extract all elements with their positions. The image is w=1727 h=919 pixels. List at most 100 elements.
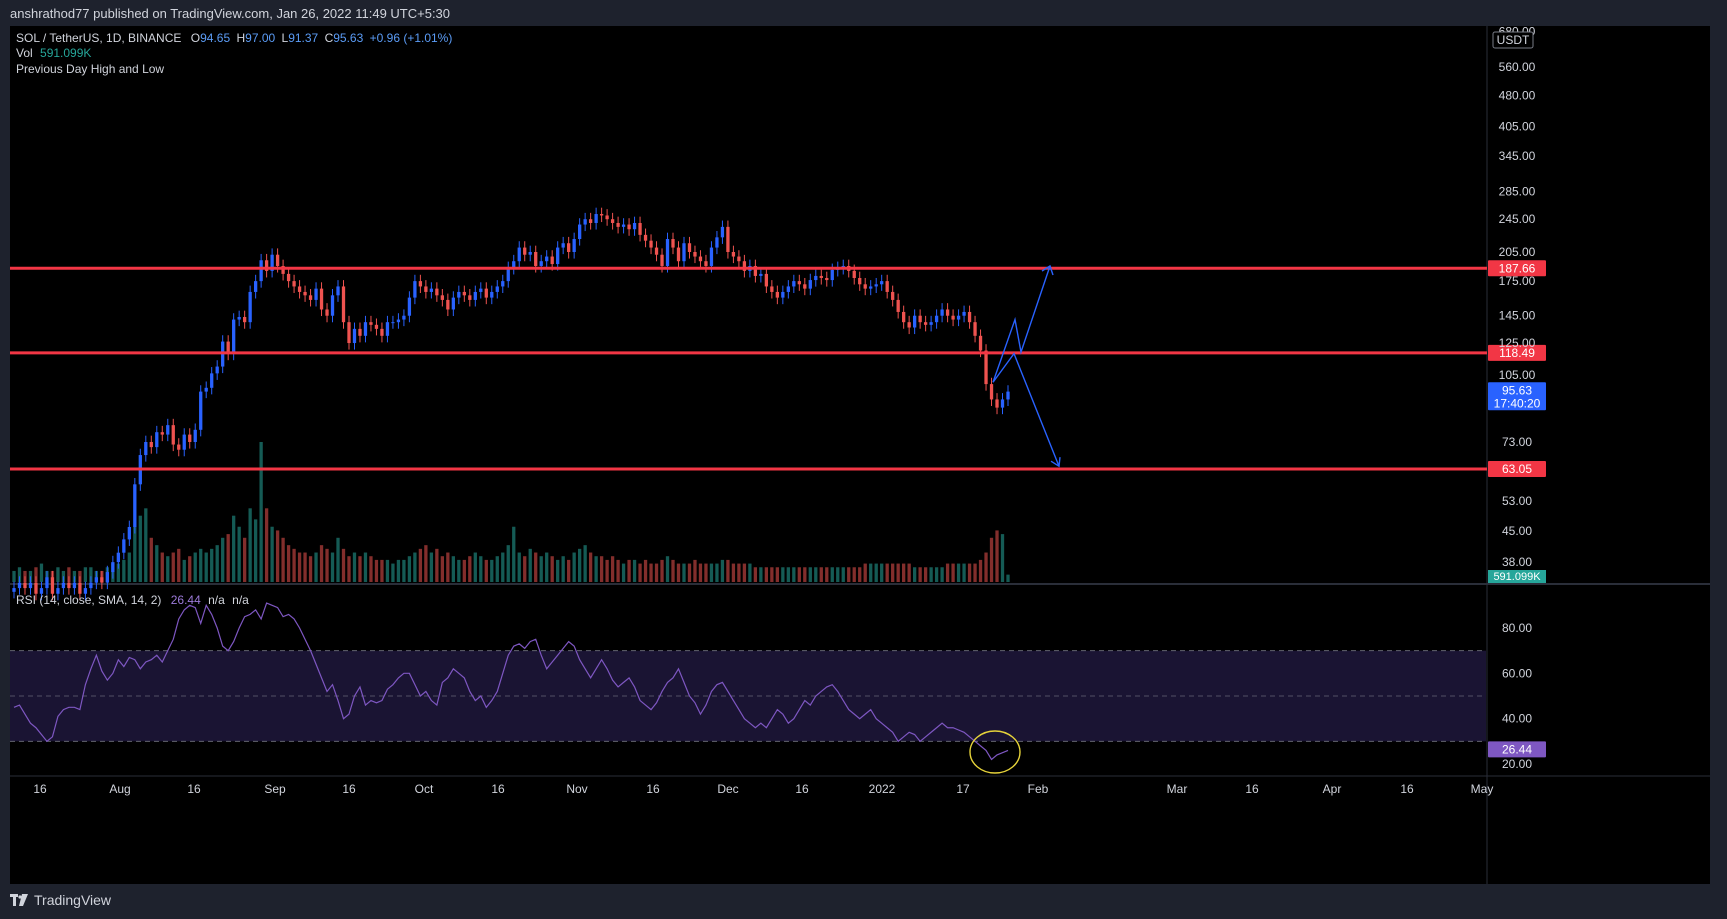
volume-bar <box>424 545 428 582</box>
time-axis-tick: Oct <box>415 782 434 796</box>
candle-body <box>83 588 88 594</box>
volume-bar <box>341 548 346 582</box>
volume-label: Vol <box>16 46 33 60</box>
candle-body <box>253 281 258 292</box>
volume-bar <box>880 563 884 582</box>
volume-value: 591.099K <box>40 46 92 60</box>
candle-body <box>781 291 785 298</box>
volume-bar <box>951 563 955 582</box>
volume-bar <box>259 442 263 582</box>
candle-body <box>440 295 445 300</box>
candle-body <box>171 425 175 445</box>
candle-body <box>770 286 774 292</box>
candle-body <box>314 288 318 300</box>
candle-body <box>956 315 961 320</box>
candle-body <box>243 316 247 323</box>
time-axis-tick: Sep <box>264 782 286 796</box>
time-axis-tick: May <box>1471 782 1494 796</box>
symbol-legend: SOL / TetherUS, 1D, BINANCE O94.65 H97.0… <box>16 31 452 45</box>
candle-body <box>775 291 779 298</box>
candle-body <box>715 237 719 248</box>
candle-body <box>199 391 203 430</box>
volume-bar <box>264 508 269 582</box>
volume-bar <box>363 552 368 582</box>
price-axis-tick: 205.00 <box>1499 245 1536 259</box>
time-axis-tick: Apr <box>1323 782 1342 796</box>
volume-bar <box>847 567 851 582</box>
volume-bar <box>956 563 961 582</box>
candle-body <box>523 247 527 255</box>
candle-body <box>764 273 769 287</box>
volume-bar <box>726 559 730 582</box>
volume-bar <box>836 567 840 582</box>
volume-bar <box>775 567 779 582</box>
candle-body <box>336 286 340 296</box>
volume-bar <box>155 545 159 582</box>
candle-body <box>451 297 455 310</box>
time-axis-tick: 17 <box>956 782 970 796</box>
candle-body <box>880 281 884 285</box>
volume-bar <box>473 552 477 582</box>
candle-body <box>297 286 302 292</box>
candle-body <box>528 252 532 255</box>
candle-body <box>210 373 214 388</box>
volume-bar <box>704 563 708 582</box>
volume-bar <box>39 563 44 582</box>
volume-bar <box>621 563 626 582</box>
volume-bar <box>819 567 823 582</box>
candle-body <box>759 273 763 276</box>
volume-bar <box>616 559 620 582</box>
candle-body <box>660 254 664 266</box>
volume-bar <box>358 556 362 582</box>
currency-badge <box>1492 31 1534 49</box>
candle-body <box>819 275 823 278</box>
candle-body <box>446 299 450 310</box>
candle-body <box>34 582 38 594</box>
candle-body <box>737 256 741 262</box>
time-axis-tick: Dec <box>717 782 738 796</box>
candle-body <box>177 444 181 450</box>
rsi-last-badge <box>1488 741 1546 758</box>
candle-body <box>166 425 170 435</box>
volume-bar <box>852 567 856 582</box>
open-label: O <box>190 31 201 45</box>
volume-bar <box>550 556 554 582</box>
rsi-axis-tick: 60.00 <box>1502 666 1532 680</box>
candle-body <box>506 267 510 282</box>
volume-bar <box>891 563 895 582</box>
candle-body <box>830 269 834 281</box>
volume-bar <box>803 567 807 582</box>
indicator-name: Previous Day High and Low <box>16 62 165 76</box>
rsi-label: RSI (14, close, SMA, 14, 2) <box>16 593 162 607</box>
candle-body <box>786 286 790 292</box>
volume-bar <box>715 563 719 582</box>
volume-bar <box>468 556 472 582</box>
candle-body <box>160 432 164 435</box>
candle-body <box>638 222 642 235</box>
currency-label: USDT <box>1497 33 1530 47</box>
chart-canvas[interactable]: 187.66118.4963.05680.00560.00480.00405.0… <box>10 24 1710 884</box>
candle-body <box>226 341 230 354</box>
time-axis-tick: 16 <box>795 782 809 796</box>
high-label: H <box>236 31 246 45</box>
price-axis-tick: 73.00 <box>1502 435 1532 449</box>
volume-bar <box>319 545 324 582</box>
candle-body <box>709 247 714 266</box>
volume-bar <box>649 563 653 582</box>
volume-bar <box>786 567 790 582</box>
tradingview-logo[interactable]: TradingView <box>10 892 111 908</box>
candle-body <box>753 265 758 276</box>
candle-body <box>918 315 922 323</box>
chart-area[interactable]: 187.66118.4963.05680.00560.00480.00405.0… <box>10 24 1710 884</box>
candle-body <box>105 572 110 583</box>
candle-body <box>797 281 801 285</box>
volume-bar <box>638 563 642 582</box>
candle-body <box>67 582 71 589</box>
candle-body <box>133 484 137 527</box>
volume-bar <box>693 559 697 582</box>
candle-body <box>28 582 33 589</box>
candle-body <box>275 254 280 266</box>
candle-body <box>814 275 818 281</box>
candle-body <box>572 239 576 252</box>
candle-body <box>380 328 384 336</box>
